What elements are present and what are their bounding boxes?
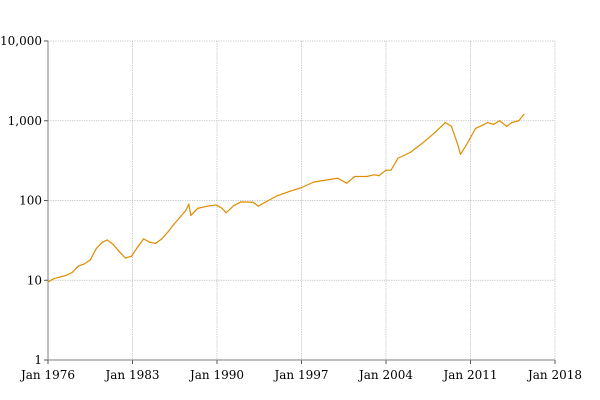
data-point bbox=[409, 151, 411, 154]
data-point bbox=[190, 214, 192, 217]
data-point bbox=[240, 201, 242, 203]
data-point bbox=[119, 252, 122, 254]
data-point bbox=[89, 259, 91, 261]
data-point bbox=[130, 255, 133, 257]
data-point bbox=[264, 201, 266, 203]
data-point bbox=[493, 123, 495, 125]
x-tick-label: Jan 1983 bbox=[103, 368, 159, 382]
data-point bbox=[149, 241, 151, 243]
data-point bbox=[312, 181, 315, 183]
data-point bbox=[346, 182, 348, 184]
data-point bbox=[77, 265, 79, 267]
y-tick-label: 10 bbox=[27, 273, 42, 287]
data-point bbox=[511, 121, 513, 124]
data-point bbox=[300, 187, 303, 189]
data-point bbox=[215, 204, 217, 206]
data-point bbox=[101, 241, 103, 243]
data-point bbox=[65, 274, 67, 277]
data-point bbox=[523, 113, 525, 116]
data-point bbox=[257, 205, 259, 207]
data-point bbox=[450, 125, 452, 127]
data-point bbox=[161, 238, 163, 240]
data-point bbox=[474, 127, 477, 130]
data-point bbox=[433, 132, 435, 134]
x-tick-labels: Jan 1976 Jan 1983 Jan 1990 Jan 1997 Jan 2004… bbox=[19, 368, 582, 382]
data-point bbox=[288, 190, 291, 193]
data-point bbox=[197, 207, 199, 209]
x-tick-label: Jan 1990 bbox=[188, 368, 244, 382]
data-point bbox=[518, 120, 520, 122]
data-point bbox=[167, 231, 169, 233]
y-tick-label: 100 bbox=[19, 194, 42, 208]
data-point bbox=[71, 271, 73, 274]
y-gridlines bbox=[48, 40, 555, 281]
data-point bbox=[233, 204, 235, 206]
y-tick-label: 10,000 bbox=[0, 34, 42, 48]
x-tick-label: Jan 2011 bbox=[441, 368, 497, 382]
data-point bbox=[487, 121, 489, 124]
data-point bbox=[221, 207, 223, 209]
data-point bbox=[209, 205, 211, 207]
x-tick-label: Jan 2018 bbox=[526, 368, 582, 382]
data-point bbox=[337, 177, 339, 179]
data-point bbox=[142, 238, 145, 240]
data-point bbox=[421, 142, 423, 144]
data-point bbox=[444, 121, 446, 124]
data-point bbox=[185, 209, 187, 212]
data-point bbox=[95, 247, 97, 250]
data-point bbox=[378, 175, 380, 177]
data-point bbox=[373, 174, 375, 176]
series-group bbox=[47, 113, 525, 283]
data-point bbox=[506, 125, 508, 127]
y-tick-labels: 1 10 100 1,000 10,000 bbox=[0, 34, 42, 367]
data-point bbox=[456, 142, 459, 144]
data-point bbox=[59, 276, 61, 278]
data-point bbox=[83, 263, 85, 265]
data-point bbox=[390, 169, 392, 171]
data-point bbox=[112, 243, 114, 246]
data-point bbox=[155, 242, 157, 244]
x-tick-label: Jan 1976 bbox=[19, 368, 75, 382]
data-point bbox=[354, 175, 356, 178]
data-point bbox=[188, 203, 190, 205]
data-point bbox=[481, 124, 484, 126]
data-point bbox=[47, 281, 49, 283]
data-point bbox=[252, 201, 254, 203]
data-point bbox=[136, 246, 139, 248]
data-point bbox=[53, 277, 55, 280]
data-point bbox=[124, 257, 127, 259]
data-point bbox=[325, 179, 327, 181]
data-point bbox=[397, 157, 399, 159]
data-point bbox=[499, 120, 501, 122]
x-tick-label: Jan 1997 bbox=[272, 368, 328, 382]
y-tick-label: 1,000 bbox=[8, 114, 42, 128]
data-point bbox=[465, 144, 468, 146]
data-point bbox=[173, 223, 175, 226]
data-point bbox=[366, 175, 368, 178]
y-tick-label: 1 bbox=[34, 353, 42, 367]
series-line bbox=[47, 113, 525, 283]
data-point bbox=[225, 212, 227, 214]
data-point bbox=[385, 169, 387, 171]
data-point bbox=[106, 239, 108, 241]
data-point bbox=[459, 153, 462, 155]
x-tick-label: Jan 2004 bbox=[357, 368, 413, 382]
axes bbox=[44, 40, 556, 364]
data-point bbox=[276, 195, 278, 197]
